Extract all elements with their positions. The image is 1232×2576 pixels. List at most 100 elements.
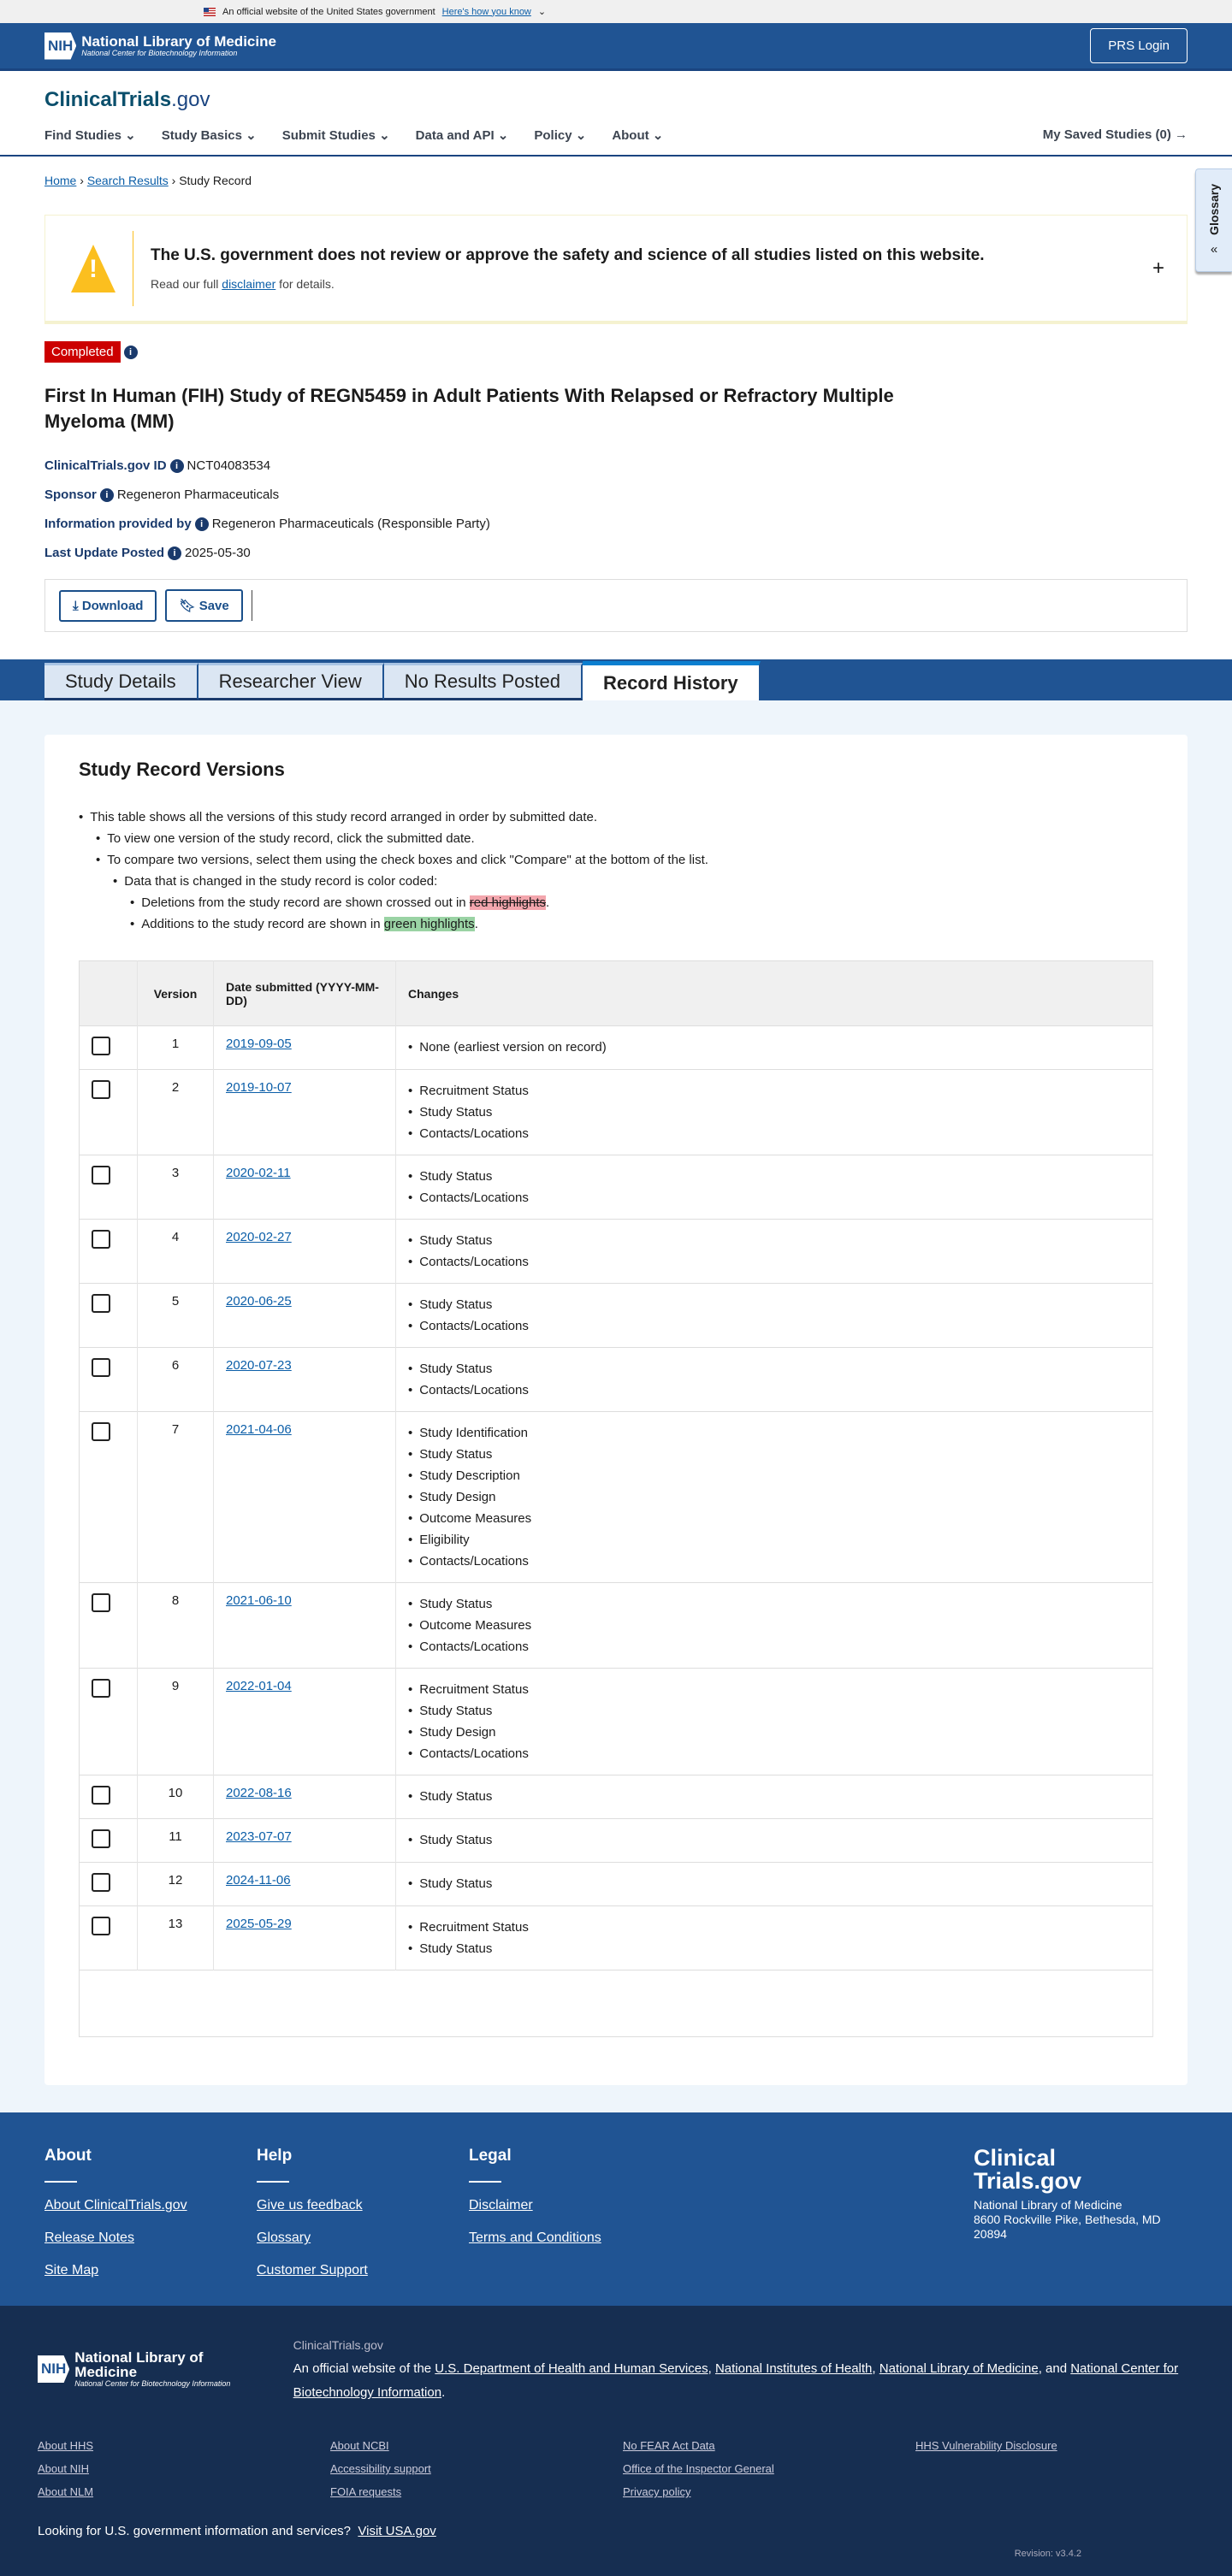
change-item: Outcome Measures <box>408 1508 1140 1529</box>
table-row: 1 2019-09-05 None (earliest version on rec… <box>79 1025 1153 1070</box>
nav-submit-studies[interactable]: Submit Studies ⌄ <box>281 128 390 143</box>
usa-gov-link[interactable]: Visit USA.gov <box>358 2524 436 2539</box>
version-date-link[interactable]: 2019-10-07 <box>226 1080 292 1096</box>
disclaimer-link[interactable]: disclaimer <box>222 276 276 291</box>
nav-data-api[interactable]: Data and API ⌄ <box>415 128 509 143</box>
how-you-know-link[interactable]: Here's how you know <box>441 6 531 17</box>
breadcrumb: Home › Search Results › Study Record <box>44 174 252 187</box>
chevron-down-icon: ⌄ <box>537 7 547 17</box>
version-date-link[interactable]: 2025-05-29 <box>226 1917 292 1932</box>
expand-plus-icon[interactable]: + <box>1152 256 1164 280</box>
footer-gov-link[interactable]: FOIA requests <box>330 2485 402 2499</box>
version-date-link[interactable]: 2022-01-04 <box>226 1679 292 1694</box>
nlm-logo[interactable]: NIH National Library of Medicine National … <box>38 2333 239 2405</box>
nav-about[interactable]: About ⌄ <box>612 128 664 143</box>
tab-researcher-view[interactable]: Researcher View <box>198 663 384 701</box>
version-checkbox[interactable] <box>92 1829 110 1849</box>
version-number: 12 <box>137 1862 214 1906</box>
table-row: 8 2021-06-10 Study StatusOutcome MeasuresC… <box>79 1582 1153 1669</box>
version-checkbox[interactable] <box>92 1593 110 1613</box>
version-checkbox[interactable] <box>92 1166 110 1185</box>
change-item: Contacts/Locations <box>408 1380 1140 1401</box>
footer-gov-link[interactable]: Privacy policy <box>623 2485 691 2499</box>
ctgov-logo[interactable]: ClinicalTrials.gov <box>44 88 210 111</box>
save-button[interactable]: 🔖︎ Save <box>165 589 243 623</box>
nlm-logo[interactable]: NIH National Library of Medicine National … <box>44 32 276 60</box>
version-date-link[interactable]: 2020-07-23 <box>226 1358 292 1374</box>
field-info-provided: Information provided by i Regeneron Pharma… <box>44 517 490 532</box>
footer-gov-link[interactable]: About NIH <box>38 2462 89 2476</box>
version-number: 9 <box>137 1668 214 1775</box>
version-date-link[interactable]: 2020-06-25 <box>226 1294 292 1309</box>
table-row: 4 2020-02-27 Study StatusContacts/Location… <box>79 1219 1153 1284</box>
version-number: 3 <box>137 1155 214 1220</box>
version-checkbox[interactable] <box>92 1873 110 1893</box>
version-checkbox[interactable] <box>92 1294 110 1314</box>
version-checkbox[interactable] <box>92 1358 110 1378</box>
change-item: Contacts/Locations <box>408 1123 1140 1144</box>
info-icon[interactable]: i <box>168 547 182 561</box>
tab-study-details[interactable]: Study Details <box>44 663 198 701</box>
version-checkbox[interactable] <box>92 1786 110 1805</box>
footer-gov-link[interactable]: About HHS <box>38 2439 94 2453</box>
version-date-link[interactable]: 2020-02-27 <box>226 1230 292 1245</box>
version-checkbox-cell <box>79 1155 138 1220</box>
breadcrumb-home[interactable]: Home <box>44 174 77 187</box>
version-checkbox[interactable] <box>92 1422 110 1442</box>
version-number: 7 <box>137 1411 214 1583</box>
version-date-link[interactable]: 2022-08-16 <box>226 1786 292 1801</box>
nav-study-basics[interactable]: Study Basics ⌄ <box>161 128 257 143</box>
footer-gov-link[interactable]: No FEAR Act Data <box>623 2439 715 2453</box>
tab-no-results-posted[interactable]: No Results Posted <box>383 663 583 701</box>
version-checkbox[interactable] <box>92 1080 110 1100</box>
glossary-tab[interactable]: Glossary « <box>1195 168 1232 272</box>
version-checkbox[interactable] <box>92 1917 110 1936</box>
info-icon[interactable]: i <box>194 517 209 532</box>
footer-link[interactable]: Terms and Conditions <box>469 2230 601 2246</box>
study-tabs: Study Details Researcher View No Results… <box>0 659 1232 701</box>
versions-table: Version Date submitted (YYYY-MM-DD) Change… <box>79 960 1153 2038</box>
footer-gov-link[interactable]: About NLM <box>38 2485 94 2499</box>
footer-link[interactable]: About ClinicalTrials.gov <box>44 2198 187 2213</box>
change-item: Study Status <box>408 1358 1140 1380</box>
footer-gov-link <box>915 2485 1208 2498</box>
footer-link[interactable]: Glossary <box>257 2230 311 2246</box>
footer-link[interactable]: Release Notes <box>44 2230 134 2246</box>
prs-login-button[interactable]: PRS Login <box>1090 28 1188 63</box>
version-date-link[interactable]: 2023-07-07 <box>226 1829 292 1845</box>
version-checkbox[interactable] <box>92 1230 110 1250</box>
change-item: Study Status <box>408 1938 1140 1959</box>
footer-link[interactable]: Customer Support <box>257 2263 368 2278</box>
footer-gov-link[interactable]: Accessibility support <box>330 2462 431 2476</box>
gov-banner: An official website of the United States… <box>0 0 1232 23</box>
versions-heading: Study Record Versions <box>79 759 285 781</box>
version-date-link[interactable]: 2019-09-05 <box>226 1037 292 1052</box>
change-item: Study Status <box>408 1230 1140 1251</box>
info-icon[interactable]: i <box>123 346 138 360</box>
info-icon[interactable]: i <box>99 488 114 503</box>
footer-link[interactable]: Disclaimer <box>469 2198 533 2213</box>
version-date-link[interactable]: 2020-02-11 <box>226 1166 291 1181</box>
version-date-link[interactable]: 2021-04-06 <box>226 1422 292 1438</box>
change-item: Study Design <box>408 1722 1140 1743</box>
change-item: Recruitment Status <box>408 1917 1140 1938</box>
breadcrumb-search-results[interactable]: Search Results <box>86 174 169 187</box>
version-checkbox-cell <box>79 1582 138 1669</box>
tab-record-history[interactable]: Record History <box>582 661 761 701</box>
footer-link[interactable]: Give us feedback <box>257 2198 363 2213</box>
footer-gov-link[interactable]: Office of the Inspector General <box>623 2462 774 2476</box>
version-checkbox[interactable] <box>92 1037 110 1056</box>
version-date-link[interactable]: 2024-11-06 <box>226 1873 291 1888</box>
download-button[interactable]: ⤓ Download <box>59 589 157 622</box>
field-id: ClinicalTrials.gov ID i NCT04083534 <box>44 458 271 474</box>
footer-link[interactable]: Site Map <box>44 2263 99 2278</box>
footer-gov-link[interactable]: HHS Vulnerability Disclosure <box>915 2439 1057 2453</box>
version-checkbox[interactable] <box>92 1679 110 1699</box>
nav-policy[interactable]: Policy ⌄ <box>534 128 587 143</box>
info-icon[interactable]: i <box>169 459 184 474</box>
version-date-link[interactable]: 2021-06-10 <box>226 1593 292 1609</box>
saved-studies-link[interactable]: My Saved Studies (0) → <box>1042 127 1188 142</box>
footer-gov-link[interactable]: About NCBI <box>330 2439 389 2453</box>
nav-find-studies[interactable]: Find Studies ⌄ <box>44 128 136 143</box>
version-checkbox-cell <box>79 1905 138 1970</box>
